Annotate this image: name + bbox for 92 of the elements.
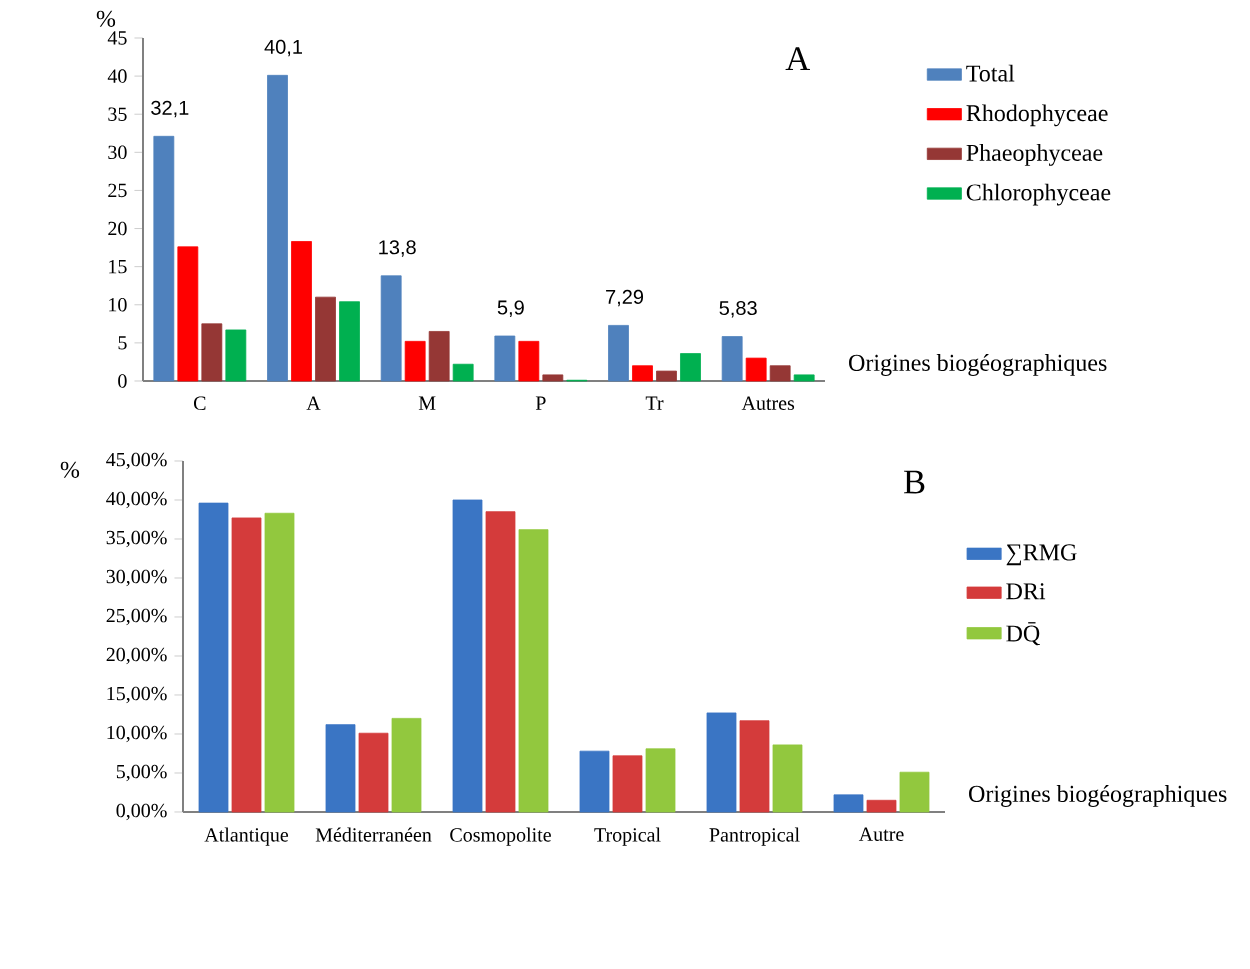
bar	[772, 744, 803, 813]
bar	[358, 732, 389, 813]
data-label: 40,1	[264, 39, 302, 57]
y-tick-label: 5	[118, 336, 127, 350]
bar	[231, 517, 262, 813]
y-tick-label: 10,00%	[107, 725, 167, 743]
legend-label: Rhodophyceae	[966, 104, 1108, 127]
bar	[264, 512, 295, 813]
bar	[267, 74, 288, 382]
data-label: 5,9	[497, 300, 524, 317]
y-tick-label: 25	[108, 183, 127, 198]
bar	[452, 363, 474, 382]
bar	[612, 755, 643, 813]
x-tick-label: Cosmopolite	[450, 827, 551, 846]
bar	[315, 296, 336, 382]
bar	[485, 511, 516, 813]
data-label: 5,83	[719, 300, 757, 318]
bar	[632, 365, 653, 382]
annotation: A	[785, 47, 810, 70]
legend-label: Chlorophyceae	[966, 183, 1111, 206]
x-axis-title: Origines biogéographiques	[849, 354, 1107, 376]
bar	[391, 717, 422, 813]
bar	[579, 750, 610, 813]
bar	[656, 370, 677, 382]
bar	[793, 374, 815, 382]
y-tick-label: 30	[108, 145, 127, 160]
bar	[325, 724, 356, 813]
y-tick-label: 45	[107, 31, 127, 45]
y-axis-title: %	[60, 461, 80, 478]
y-tick-label: 40,00%	[106, 491, 167, 509]
y-tick-label: 10	[109, 298, 127, 312]
y-tick-label: 15	[109, 259, 127, 274]
x-tick-label: Tr	[645, 396, 664, 410]
bar	[721, 336, 743, 382]
legend-label: Phaeophyceae	[966, 144, 1103, 166]
x-tick-label: Autre	[858, 827, 904, 841]
y-axis-title: %	[96, 10, 116, 27]
bar	[608, 325, 629, 382]
legend-label: Total	[966, 64, 1015, 82]
x-tick-label: M	[418, 396, 436, 410]
y-tick-label: 40	[107, 69, 127, 83]
y-tick-label: 5,00%	[116, 764, 167, 782]
bar	[452, 499, 483, 813]
bar	[380, 275, 402, 382]
annotation: B	[904, 470, 925, 494]
x-tick-label: Méditerranéen	[315, 827, 432, 842]
y-tick-label: 30,00%	[106, 569, 167, 587]
x-tick-label: Autres	[741, 396, 795, 410]
bar	[680, 353, 701, 382]
x-tick-label: Atlantique	[204, 827, 289, 846]
x-tick-label: Pantropical	[709, 827, 800, 846]
y-tick-label: 45,00%	[106, 452, 167, 470]
bar	[739, 720, 770, 813]
bar	[899, 771, 930, 813]
bar	[291, 241, 312, 382]
x-axis-title: Origines biogéographiques	[969, 785, 1227, 807]
x-tick-label: C	[193, 396, 206, 411]
y-tick-label: 20,00%	[106, 647, 167, 665]
bar	[542, 374, 564, 382]
y-tick-label: 0	[118, 374, 127, 388]
bar	[225, 329, 247, 382]
bar	[339, 301, 360, 382]
y-tick-label: 35	[108, 107, 127, 121]
bar	[198, 502, 229, 813]
y-tick-label: 25,00%	[106, 608, 167, 626]
x-tick-label: Tropical	[594, 827, 661, 846]
bar	[706, 712, 737, 813]
bar	[201, 323, 223, 382]
bar	[177, 246, 199, 382]
y-tick-label: 20	[108, 221, 127, 236]
y-tick-label: 0,00%	[116, 803, 167, 821]
x-tick-label: P	[535, 396, 546, 410]
bar	[645, 748, 676, 813]
bar	[769, 365, 791, 382]
bar	[404, 340, 426, 382]
bar	[745, 357, 767, 382]
data-label: 13,8	[379, 240, 416, 257]
bar	[518, 529, 549, 813]
bar	[833, 794, 864, 813]
legend-label: DRi	[1006, 583, 1046, 600]
bar	[518, 340, 540, 382]
legend-label: ∑RMG	[1006, 544, 1077, 566]
data-label: 32,1	[151, 100, 189, 118]
x-tick-label: A	[306, 396, 321, 410]
data-label: 7,29	[606, 289, 644, 307]
bar	[153, 135, 175, 382]
legend-label: DQ̄	[1006, 622, 1040, 646]
bar	[494, 335, 516, 382]
y-tick-label: 35,00%	[106, 530, 167, 548]
bar	[428, 331, 450, 382]
y-tick-label: 15,00%	[107, 686, 167, 704]
bar	[866, 799, 897, 813]
